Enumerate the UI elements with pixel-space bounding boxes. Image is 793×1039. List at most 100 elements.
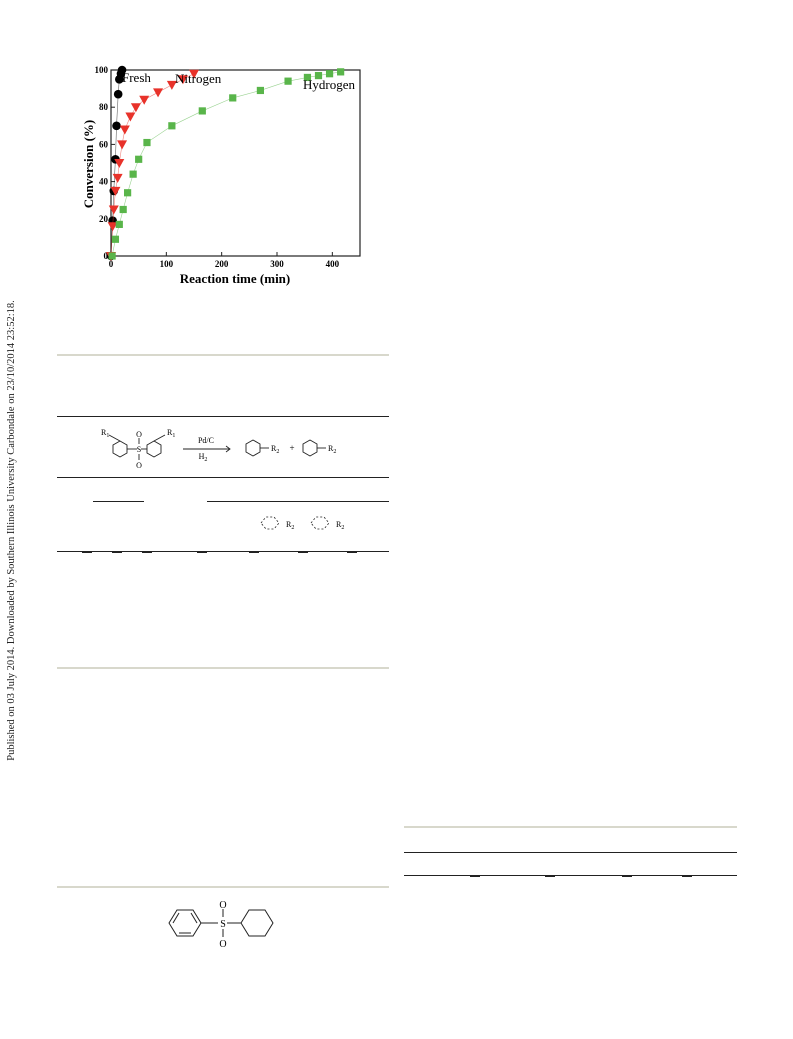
reagent-label: H2 [199,452,208,463]
data-point-hydrogen [284,77,292,85]
publication-banner-text: Published on 03 July 2014. Downloaded by… [5,299,17,761]
product-substituent: R2 [328,444,336,455]
column-mark [112,551,122,553]
substituent-label: R1 [167,428,175,439]
data-point-nitrogen [153,88,164,98]
product-cyclohexane-ring [302,439,318,457]
table-end-rule [57,667,389,669]
data-point-hydrogen [124,189,132,197]
column-mark [470,875,480,877]
right-table-header-rule [404,875,737,876]
y-tick-label: 20 [99,214,109,224]
data-point-nitrogen [108,205,119,215]
data-point-hydrogen [256,86,264,95]
data-point-hydrogen [108,252,116,260]
data-point-nitrogen [125,112,136,122]
y-tick-label: 40 [99,177,109,187]
benzene-icon [260,516,280,530]
column-mark [82,551,92,553]
y-tick-label: 0 [104,251,109,261]
column-mark [142,551,152,553]
chart-marks: Fresh Nitrogen Hydrogen [106,65,355,261]
data-point-hydrogen [129,170,137,178]
data-point-nitrogen [189,69,199,79]
benzene-ring-right [146,440,162,458]
data-point-hydrogen [135,155,143,163]
column-mark [682,875,692,877]
data-point-nitrogen [130,103,141,113]
table2-top-rule [57,886,389,888]
x-tick-label: 0 [109,259,114,269]
y-tick-label: 80 [99,102,109,112]
catalyst-label: Pd/C [198,436,214,445]
y-axis-label: Conversion (%) [81,120,96,208]
data-point-hydrogen [229,94,237,102]
oxygen-atom: O [219,900,226,911]
y-tick-label: 100 [95,65,109,75]
data-point-nitrogen [107,222,118,232]
table-header-structures: R2 R2 [260,516,344,531]
oxygen-atom: O [136,461,142,470]
substituent-label: R1 [101,428,109,439]
data-point-nitrogen [117,140,128,150]
x-axis-label: Reaction time (min) [180,271,290,286]
header-substituent: R2 [286,520,294,531]
data-point-hydrogen [314,71,323,80]
oxygen-atom: O [219,939,226,950]
column-mark [622,875,632,877]
cyclohexyl-ring [240,909,274,937]
column-mark [347,551,357,553]
column-mark [545,875,555,877]
right-table-top-rule [404,826,737,828]
data-point-hydrogen [143,138,151,147]
y-tick-label: 60 [99,139,109,149]
column-mark [249,551,259,553]
data-point-nitrogen [110,186,121,196]
legend-label-hydrogen: Hydrogen [303,77,355,92]
reaction-scheme: R1 R1 S O O Pd/C H2 R2 + R2 [101,428,336,470]
data-point-nitrogen [139,95,150,105]
data-point-nitrogen [114,159,125,168]
oxygen-atom: O [136,430,142,439]
column-mark [298,551,308,553]
sulfone-structure: S O O [168,900,274,950]
plot-frame [110,69,361,257]
product-benzene-ring [245,439,261,457]
chart-axes: 0 100 200 300 400 0 20 40 60 80 100 [95,65,361,269]
data-point-hydrogen [337,68,345,76]
data-point-hydrogen [198,107,206,115]
data-point-nitrogen [166,80,177,90]
sulfur-atom: S [137,445,141,454]
x-tick-label: 300 [270,259,284,269]
cyclohexane-icon [310,516,330,530]
header-substituent: R2 [336,520,344,531]
header-sub-rule-right [207,501,389,502]
data-point-nitrogen [177,75,188,85]
table-header-rule [57,551,389,552]
header-sub-rule-left [93,501,144,502]
table-top-rule [57,354,389,356]
right-table-mid-rule [404,852,737,853]
sulfur-atom: S [220,919,226,930]
data-point-nitrogen [112,173,123,183]
data-point-hydrogen [119,205,127,214]
x-tick-label: 400 [326,259,340,269]
benzene-ring-left [112,440,128,458]
x-tick-label: 100 [160,259,174,269]
scheme-bottom-rule [57,477,389,478]
phenyl-ring [168,909,202,937]
legend-label-nitrogen: Nitrogen [175,71,222,86]
series-line-nitrogen [110,73,195,257]
data-point-fresh [117,65,127,75]
publication-banner: Published on 03 July 2014. Downloaded by… [1,180,21,880]
data-point-hydrogen [325,70,334,78]
product-substituent: R2 [271,444,279,455]
data-point-hydrogen [115,220,123,228]
legend-label-fresh: Fresh [122,70,151,85]
x-tick-label: 200 [215,259,229,269]
scheme-top-rule [57,416,389,417]
data-point-fresh [112,121,121,131]
data-point-hydrogen [303,73,312,82]
column-mark [197,551,207,553]
conversion-chart: 0 100 200 300 400 0 20 40 60 80 100 Fresh Nitrogen H… [81,65,361,286]
